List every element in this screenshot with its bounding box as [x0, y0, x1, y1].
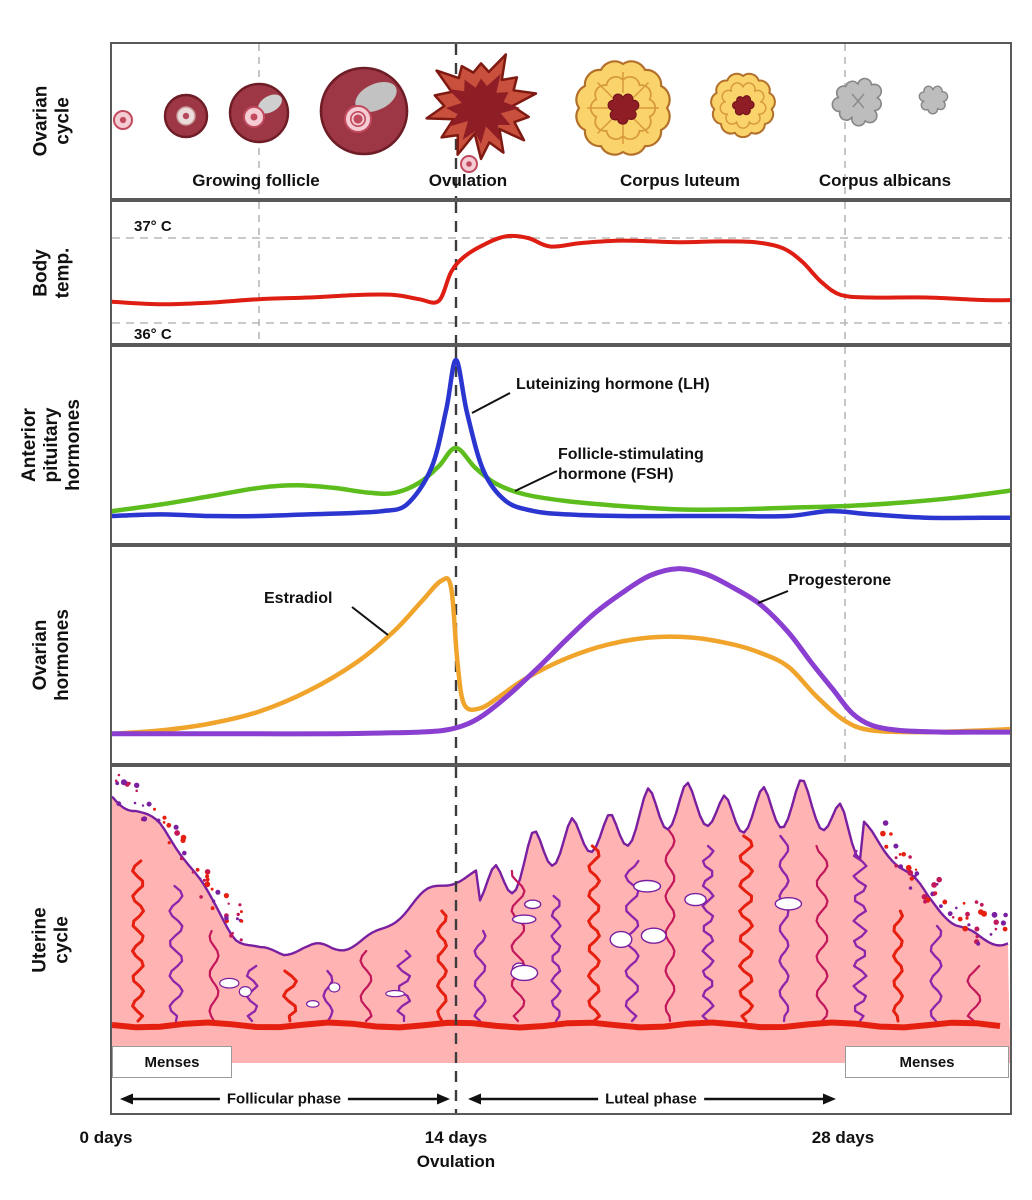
ovarian-cycle-panel: Growing follicle Ovulation Corpus luteum…: [110, 42, 1012, 200]
menses-box-right: Menses: [845, 1046, 1009, 1078]
stage-label-growing-follicle: Growing follicle: [192, 171, 320, 190]
pituitary-panel: Luteinizing hormone (LH) Follicle-stimul…: [110, 345, 1012, 545]
estradiol-pointer-line: [351, 606, 389, 636]
lh-curve: [112, 357, 1010, 521]
side-label-wrap-uterine-cycle: Uterine cycle: [4, 765, 100, 1115]
side-label-wrap-ovarian-hormones: Ovarian hormones: [4, 545, 100, 765]
progesterone-pointer-line: [757, 590, 789, 604]
side-label-wrap-body-temp: Body temp.: [4, 200, 100, 345]
temp-36c-label: 36° C: [134, 326, 172, 343]
side-label-body-temp: Body temp.: [30, 247, 73, 298]
follicle-graafian-icon: [319, 66, 409, 156]
stage-label-corpus-albicans: Corpus albicans: [818, 171, 952, 190]
temp-37c-label: 37° C: [134, 218, 172, 235]
corpus-albicans-icon: [831, 77, 883, 127]
side-label-wrap-pituitary: Anterior pituitary hormones: [4, 345, 100, 545]
fsh-curve: [112, 445, 1010, 514]
corpus-luteum-icon: [575, 60, 671, 156]
luteal-phase-label: Luteal phase: [598, 1090, 704, 1108]
ovarian-cycle-art: [113, 44, 949, 198]
corpus-luteum-small-icon: [710, 72, 776, 139]
basal-layer-line: [112, 1019, 1001, 1031]
endometrium-art: [112, 773, 1010, 1063]
estradiol-curve: [112, 576, 1010, 737]
stage-label-corpus-luteum: Corpus luteum: [620, 171, 740, 190]
follicle-primary-icon: [163, 93, 209, 139]
estradiol-label: Estradiol: [264, 590, 333, 607]
follicular-phase-label: Follicular phase: [219, 1090, 349, 1108]
fsh-label: Follicle-stimulating hormone (FSH): [558, 446, 704, 483]
follicle-primordial-icon: [113, 110, 133, 130]
stage-label-ovulation: Ovulation: [428, 171, 508, 190]
side-label-wrap-ovarian-cycle: Ovarian cycle: [4, 42, 100, 200]
axis-day14-label: 14 days: [424, 1128, 488, 1147]
body_temperature-curve: [112, 233, 1010, 307]
axis-ovulation-label: Ovulation: [416, 1152, 496, 1171]
uterine-cycle-panel: [110, 765, 1012, 1115]
side-label-pituitary: Anterior pituitary hormones: [18, 399, 84, 491]
pituitary-chart: [112, 347, 1010, 543]
ovulation-burst-icon: [425, 53, 538, 173]
side-label-ovarian-cycle: Ovarian cycle: [29, 85, 73, 157]
menses-left-label: Menses: [144, 1053, 200, 1071]
lh-label: Luteinizing hormone (LH): [516, 376, 710, 393]
corpus-albicans-small-icon: [918, 85, 949, 115]
progesterone-curve: [112, 566, 1010, 737]
lh-pointer-line: [471, 392, 511, 414]
ovarian-hormones-chart: [112, 547, 1010, 763]
side-label-ovarian-hormones: Ovarian hormones: [29, 609, 73, 701]
axis-day0-label: 0 days: [79, 1128, 133, 1147]
menses-box-left: Menses: [112, 1046, 232, 1078]
follicle-secondary-icon: [228, 82, 290, 144]
menses-right-label: Menses: [899, 1053, 955, 1071]
progesterone-label: Progesterone: [788, 572, 892, 589]
body-temp-panel: 37° C 36° C: [110, 200, 1012, 345]
uterine-cycle-art: [112, 767, 1010, 1113]
endometrium-tissue: [112, 780, 1010, 1063]
body-temp-chart: [112, 202, 1010, 343]
axis-day28-label: 28 days: [811, 1128, 875, 1147]
ovarian-hormones-panel: Estradiol Progesterone: [110, 545, 1012, 765]
side-label-uterine-cycle: Uterine cycle: [30, 907, 73, 973]
fsh-pointer-line: [514, 470, 558, 492]
